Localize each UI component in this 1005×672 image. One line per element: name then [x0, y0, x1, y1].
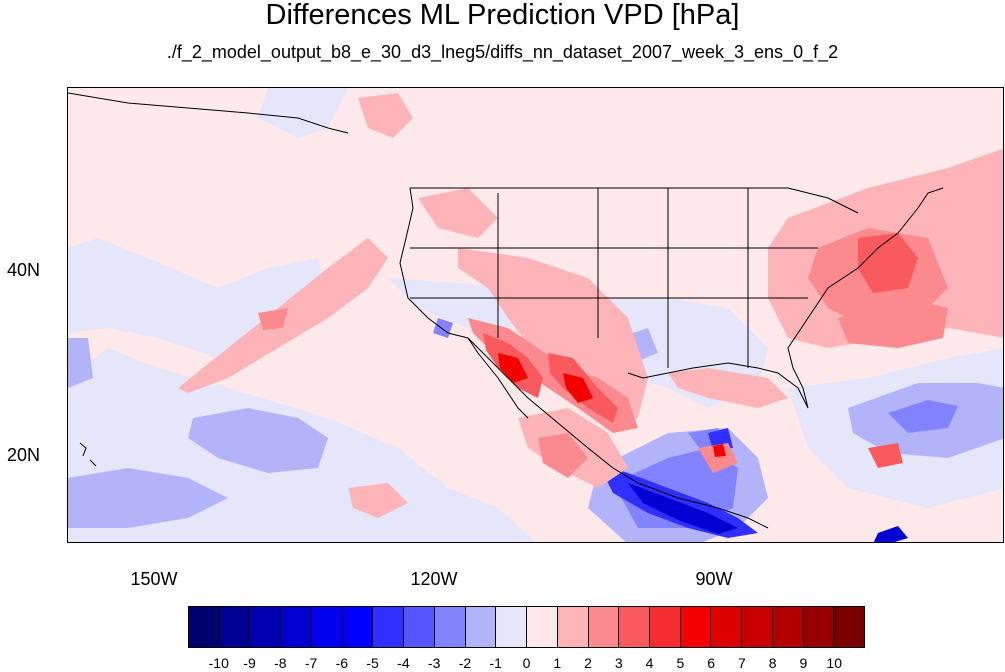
colorbar-box [466, 607, 497, 647]
colorbar-label: 7 [727, 655, 757, 671]
colorbar-box [742, 607, 773, 647]
colorbar-box [681, 607, 712, 647]
lon-label-120w: 120W [404, 570, 464, 588]
colorbar-label: -5 [358, 655, 388, 671]
colorbar-box [619, 607, 650, 647]
colorbar-box [373, 607, 404, 647]
colorbar-box [281, 607, 312, 647]
colorbar-label: 8 [758, 655, 788, 671]
map-title: Differences ML Prediction VPD [hPa] [0, 0, 1005, 30]
colorbar-box [435, 607, 466, 647]
colorbar-label: -3 [419, 655, 449, 671]
colorbar-label: -4 [388, 655, 418, 671]
colorbar-label: -8 [265, 655, 295, 671]
colorbar-box [189, 607, 220, 647]
lat-label-40n: 40N [0, 261, 40, 279]
colorbar [188, 606, 865, 648]
colorbar-label: -10 [204, 655, 234, 671]
colorbar-label: -7 [296, 655, 326, 671]
lon-label-90w: 90W [684, 570, 744, 588]
colorbar-label: 4 [635, 655, 665, 671]
colorbar-box [312, 607, 343, 647]
colorbar-label: 10 [819, 655, 849, 671]
lon-label-150w: 150W [124, 570, 184, 588]
colorbar-box [527, 607, 558, 647]
colorbar-label: 5 [665, 655, 695, 671]
colorbar-box [804, 607, 835, 647]
colorbar-box [834, 607, 864, 647]
colorbar-box [496, 607, 527, 647]
colorbar-label: 6 [696, 655, 726, 671]
colorbar-label: -6 [327, 655, 357, 671]
colorbar-box [711, 607, 742, 647]
lat-label-20n: 20N [0, 446, 40, 464]
colorbar-label: 9 [788, 655, 818, 671]
map-canvas [68, 88, 1004, 543]
colorbar-label: 3 [604, 655, 634, 671]
colorbar-label: 2 [573, 655, 603, 671]
colorbar-box [773, 607, 804, 647]
colorbar-box [589, 607, 620, 647]
colorbar-box [404, 607, 435, 647]
colorbar-box [343, 607, 374, 647]
colorbar-label: 1 [542, 655, 572, 671]
colorbar-labels: -10 -9 -8 -7 -6 -5 -4 -3 -2 -1 0 1 2 3 4 5 6 7 8 9 10 [0, 655, 1005, 671]
colorbar-box [250, 607, 281, 647]
colorbar-label: -1 [481, 655, 511, 671]
colorbar-box [650, 607, 681, 647]
colorbar-label: 0 [512, 655, 542, 671]
colorbar-label: -9 [235, 655, 265, 671]
colorbar-box [558, 607, 589, 647]
map-subtitle: ./f_2_model_output_b8_e_30_d3_lneg5/diff… [0, 42, 1005, 62]
colorbar-box [220, 607, 251, 647]
vpd-difference-map [67, 87, 1004, 543]
colorbar-label: -2 [450, 655, 480, 671]
